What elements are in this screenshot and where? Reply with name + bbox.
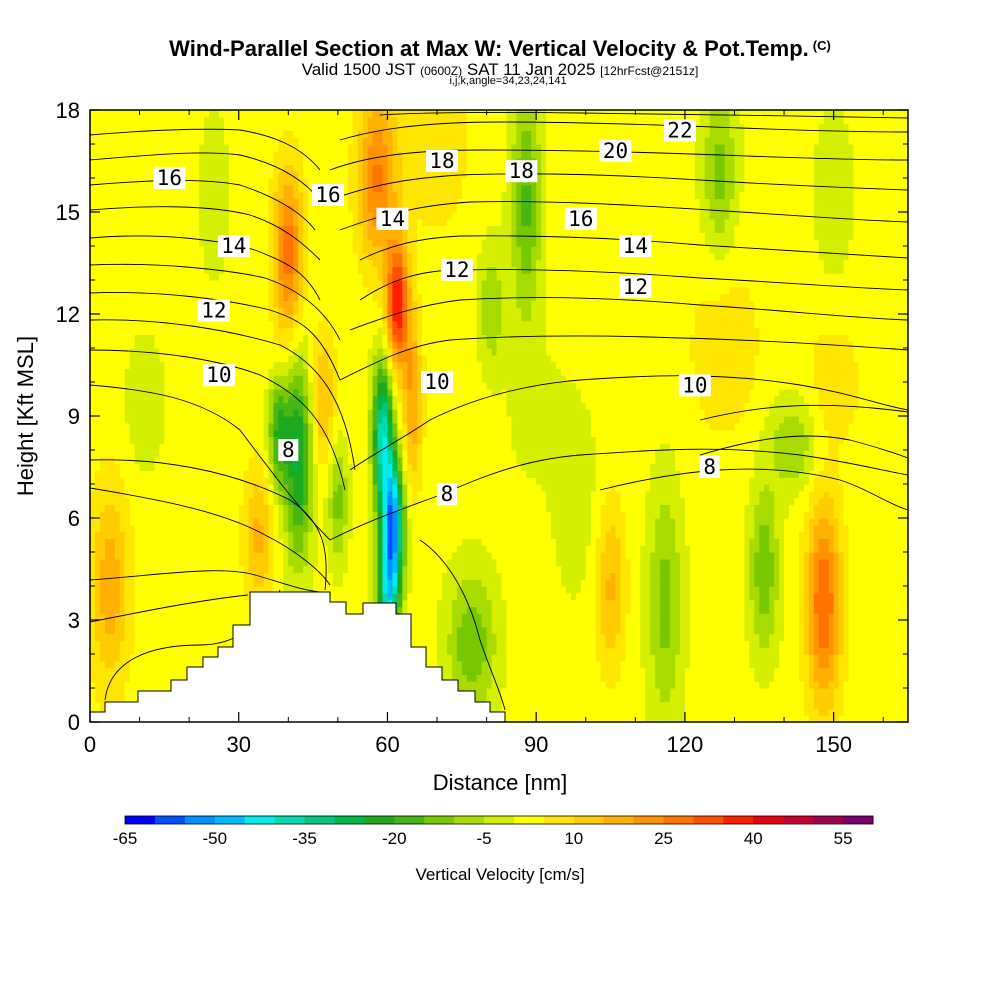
y-tick-label: 9 <box>68 404 80 429</box>
colorbar-swatch <box>573 816 605 824</box>
x-tick-label: 120 <box>667 732 704 757</box>
colorbar-swatch <box>244 816 275 824</box>
forecast-info: [12hrFcst@2151z] <box>600 64 699 78</box>
contour-label: 18 <box>505 159 538 183</box>
x-tick-label: 150 <box>815 732 852 757</box>
colorbar-swatch <box>843 816 874 824</box>
colorbar-swatch <box>484 816 515 824</box>
contour-label: 8 <box>436 482 457 506</box>
y-tick-label: 15 <box>56 200 80 225</box>
colorbar-tick-label: 55 <box>834 829 853 848</box>
y-axis-label: Height [Kft MSL] <box>13 336 38 496</box>
colorbar-swatch <box>723 816 754 824</box>
copyright-mark: (C) <box>812 38 831 53</box>
contour-label: 14 <box>217 234 250 258</box>
terrain-mask <box>89 591 506 723</box>
contour-label: 22 <box>663 118 696 142</box>
x-tick-label: 30 <box>226 732 250 757</box>
y-tick-label: 12 <box>56 302 80 327</box>
colorbar-label: Vertical Velocity [cm/s] <box>415 865 584 884</box>
colorbar-swatch <box>394 816 425 824</box>
y-tick-label: 3 <box>68 608 80 633</box>
y-tick-label: 18 <box>56 98 80 123</box>
contour-label: 8 <box>278 438 299 462</box>
contour-label: 14 <box>376 207 409 231</box>
valid-time: Valid 1500 JST <box>301 60 416 79</box>
x-tick-label: 90 <box>524 732 548 757</box>
axes: 0 30 60 90 120 150 0 3 6 9 12 15 18 <box>56 98 908 757</box>
colorbar-swatch <box>154 816 186 824</box>
colorbar-swatch <box>125 816 156 824</box>
contour-label: 12 <box>197 299 230 323</box>
colorbar-swatch <box>543 816 575 824</box>
contour-label: 10 <box>202 363 235 387</box>
colorbar-tick-label: -5 <box>476 829 491 848</box>
colorbar-swatch <box>603 816 635 824</box>
colorbar-swatch <box>693 816 724 824</box>
colorbar-tick-label: -65 <box>113 829 138 848</box>
colorbar-swatch <box>663 816 694 824</box>
colorbar-tick-label: -20 <box>382 829 407 848</box>
x-tick-label: 60 <box>375 732 399 757</box>
colorbar: -65 -50 -35 -20 -5 10 25 40 55 <box>113 815 874 848</box>
contour-label: 18 <box>425 149 458 173</box>
colorbar-swatch <box>184 816 216 824</box>
y-tick-label: 0 <box>68 710 80 735</box>
contour-label: 10 <box>421 370 454 394</box>
contour-label: 10 <box>678 373 711 397</box>
contour-label: 16 <box>153 166 186 190</box>
colorbar-swatch <box>513 816 545 824</box>
grid-info: i,j,k,angle=34,23,24,141 <box>449 75 567 87</box>
contour-labels: 16 16 18 18 20 22 14 14 16 14 12 12 12 10 10 10 8 8 8 <box>153 118 720 506</box>
valid-date: SAT 11 Jan 2025 <box>466 60 596 79</box>
colorbar-swatch <box>783 816 814 824</box>
colorbar-swatch <box>304 816 335 824</box>
contour-label: 16 <box>311 183 344 207</box>
colorbar-swatch <box>454 816 485 824</box>
chart-subtitle: Valid 1500 JST (0600Z) SAT 11 Jan 2025 [… <box>0 60 1000 80</box>
contour-label: 16 <box>564 207 597 231</box>
x-tick-label: 0 <box>84 732 96 757</box>
valid-utc: (0600Z) <box>420 64 463 78</box>
colorbar-swatch <box>424 816 455 824</box>
contour-label: 12 <box>619 275 652 299</box>
colorbar-swatch <box>334 816 365 824</box>
colorbar-swatch <box>274 816 305 824</box>
x-axis-label: Distance [nm] <box>433 770 568 795</box>
chart-title: Wind-Parallel Section at Max W: Vertical… <box>169 36 831 61</box>
contour-label: 12 <box>440 258 473 282</box>
contour-label: 14 <box>619 234 652 258</box>
colorbar-tick-label: 10 <box>564 829 583 848</box>
contour-label: 20 <box>599 139 632 163</box>
colorbar-swatch <box>364 816 395 824</box>
colorbar-swatch <box>214 816 246 824</box>
colorbar-tick-label: -50 <box>202 829 227 848</box>
colorbar-tick-label: -35 <box>292 829 317 848</box>
colorbar-tick-label: 40 <box>744 829 763 848</box>
colorbar-tick-label: 25 <box>654 829 673 848</box>
colorbar-swatch <box>753 816 784 824</box>
colorbar-swatch <box>633 816 664 824</box>
y-tick-label: 6 <box>68 506 80 531</box>
colorbar-swatch <box>813 816 844 824</box>
contour-label: 8 <box>699 455 720 479</box>
